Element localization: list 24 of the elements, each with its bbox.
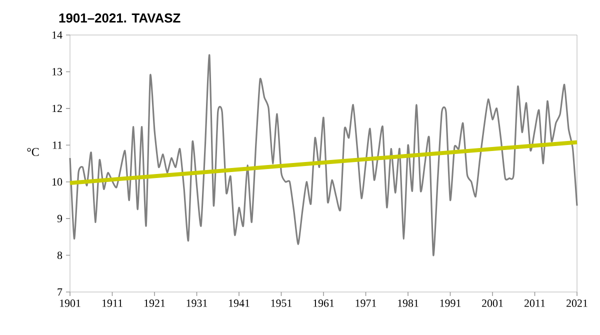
x-tick-label: 1991 [440,300,461,307]
y-tick-label: 9 [57,214,62,222]
x-tick-label: 1921 [144,300,165,307]
x-tick-label: 1961 [314,300,334,307]
x-tick-label: 1901 [60,300,80,307]
y-axis-title: °C [27,148,39,156]
x-tick-label: 1941 [229,300,250,307]
y-tick-label: 12 [52,104,62,112]
x-tick-label: 2001 [482,300,503,307]
chart-title: 1901–2021. TAVASZ [59,13,180,23]
y-tick-label: 11 [52,142,62,149]
line-series [69,54,578,256]
x-tick-label: 1951 [271,300,292,307]
x-tick-label: 2011 [524,300,545,307]
y-tick-label: 10 [52,178,62,186]
x-tick-label: 1911 [102,300,122,307]
y-tick-label: 14 [52,31,62,39]
x-tick-label: 1981 [398,300,418,307]
x-tick-label: 1931 [186,300,208,307]
x-tick-label: 2021 [566,300,588,307]
y-tick-label: 7 [58,288,62,296]
y-tick-label: 8 [57,252,62,259]
y-tick-label: 13 [52,68,62,76]
x-tick-label: 1971 [356,300,376,307]
